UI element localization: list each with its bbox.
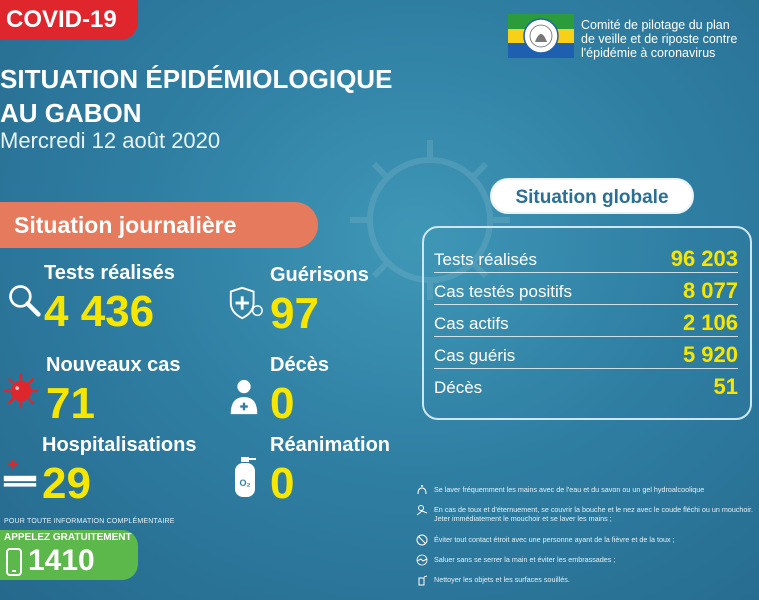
gabon-flag-logo-icon [508, 14, 574, 58]
table-row: Cas guéris 5 920 [434, 336, 738, 369]
cough-elbow-icon [416, 505, 428, 516]
spray-clean-icon [418, 575, 428, 586]
daily-new-cases-label: Nouveaux cas [46, 354, 181, 376]
global-label: Cas guéris [434, 346, 516, 365]
daily-heading: Situation journalière [0, 202, 318, 248]
global-value: 5 920 [682, 342, 738, 367]
title-line-1: SITUATION ÉPIDÉMIOLOGIQUE [0, 64, 393, 94]
daily-new-cases-value: 71 [46, 379, 95, 428]
global-label: Cas actifs [434, 314, 509, 333]
hotline-number[interactable]: 1410 [28, 544, 95, 577]
tip-text: Saluer sans se serrer la main et éviter … [434, 555, 616, 564]
daily-deaths-label: Décès [270, 354, 329, 376]
table-row: Cas actifs 2 106 [434, 304, 738, 337]
global-value: 51 [713, 374, 738, 399]
global-label: Tests réalisés [434, 250, 537, 269]
global-heading: Situation globale [490, 178, 694, 214]
daily-recoveries-label: Guérisons [270, 264, 369, 286]
daily-icu-value: 0 [270, 459, 295, 508]
no-contact-icon [416, 534, 428, 546]
covid-tag: COVID-19 [0, 0, 138, 40]
committee-line-3: l'épidémie à coronavirus [581, 46, 716, 60]
tip-text: Nettoyer les objets et les surfaces soui… [434, 575, 570, 584]
shield-virus-icon [229, 286, 263, 320]
global-value: 8 077 [682, 278, 738, 303]
daily-hospitalisations-value: 29 [42, 459, 91, 508]
global-value: 2 106 [682, 310, 738, 335]
tip-text: En cas de toux et d'éternuement, se couv… [434, 505, 754, 523]
hand-wash-icon [417, 485, 427, 495]
daily-deaths-value: 0 [270, 379, 295, 428]
committee-line-2: de veille et de riposte contre [581, 32, 738, 46]
table-row: Cas testés positifs 8 077 [434, 272, 738, 305]
page-title: SITUATION ÉPIDÉMIOLOGIQUE AU GABON [0, 62, 392, 130]
hospital-bed-icon [3, 459, 37, 487]
daily-tests-value: 4 436 [44, 287, 155, 336]
table-row: Tests réalisés 96 203 [434, 240, 738, 273]
title-line-2: AU GABON [0, 98, 142, 128]
global-label: Décès [434, 378, 483, 397]
global-value: 96 203 [670, 246, 738, 271]
phone-icon [6, 548, 22, 576]
info-text: POUR TOUTE INFORMATION COMPLÉMENTAIRE [4, 518, 175, 525]
committee-line-1: Comité de pilotage du plan [581, 18, 730, 32]
global-table: Tests réalisés 96 203 Cas testés positif… [422, 226, 752, 420]
global-label: Cas testés positifs [434, 282, 572, 301]
virus-icon [3, 373, 39, 409]
tip-text: Se laver fréquemment les mains avec de l… [434, 485, 705, 494]
no-handshake-icon [416, 554, 428, 566]
table-row: Décès 51 [434, 368, 738, 400]
daily-tests-label: Tests réalisés [44, 262, 175, 284]
magnifier-icon [9, 285, 41, 317]
daily-recoveries-value: 97 [270, 289, 319, 338]
svg-text:O₂: O₂ [240, 478, 251, 488]
virus-background-icon [350, 140, 510, 300]
report-date: Mercredi 12 août 2020 [0, 128, 221, 153]
daily-icu-label: Réanimation [270, 434, 391, 456]
call-label: APPELEZ GRATUITEMENT [4, 532, 132, 543]
daily-hospitalisations-label: Hospitalisations [42, 434, 197, 456]
oxygen-tank-icon: O₂ [235, 457, 256, 497]
person-icon [230, 379, 258, 415]
hotline-box[interactable]: APPELEZ GRATUITEMENT 1410 [0, 530, 138, 580]
tip-text: Éviter tout contact étroit avec une pers… [434, 535, 675, 544]
committee-name: Comité de pilotage du plan de veille et … [581, 18, 759, 60]
